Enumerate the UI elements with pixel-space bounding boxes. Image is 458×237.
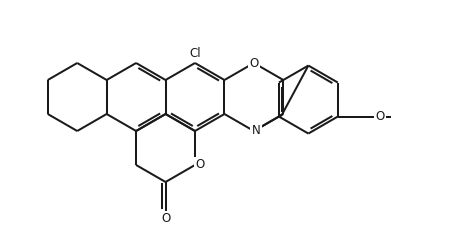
Text: N: N bbox=[251, 124, 260, 137]
Text: O: O bbox=[249, 56, 258, 69]
Text: O: O bbox=[161, 212, 170, 225]
Text: O: O bbox=[196, 159, 205, 172]
Text: Cl: Cl bbox=[189, 46, 201, 59]
Text: O: O bbox=[375, 110, 384, 123]
